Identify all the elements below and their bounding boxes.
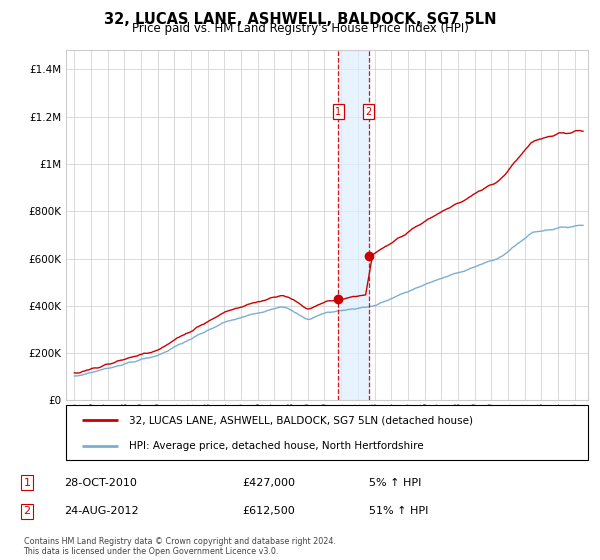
Text: 51% ↑ HPI: 51% ↑ HPI bbox=[369, 506, 428, 516]
Bar bbox=[338, 50, 368, 400]
FancyBboxPatch shape bbox=[66, 405, 588, 460]
Text: 28-OCT-2010: 28-OCT-2010 bbox=[64, 478, 137, 488]
Text: 24-AUG-2012: 24-AUG-2012 bbox=[64, 506, 139, 516]
Text: 2: 2 bbox=[365, 107, 372, 117]
Text: Price paid vs. HM Land Registry's House Price Index (HPI): Price paid vs. HM Land Registry's House … bbox=[131, 22, 469, 35]
Text: 1: 1 bbox=[23, 478, 31, 488]
Text: 5% ↑ HPI: 5% ↑ HPI bbox=[369, 478, 421, 488]
Text: 1: 1 bbox=[335, 107, 341, 117]
Text: 2: 2 bbox=[23, 506, 31, 516]
Text: 32, LUCAS LANE, ASHWELL, BALDOCK, SG7 5LN: 32, LUCAS LANE, ASHWELL, BALDOCK, SG7 5L… bbox=[104, 12, 496, 27]
Text: Contains HM Land Registry data © Crown copyright and database right 2024.
This d: Contains HM Land Registry data © Crown c… bbox=[23, 537, 335, 556]
Text: £427,000: £427,000 bbox=[242, 478, 295, 488]
Text: HPI: Average price, detached house, North Hertfordshire: HPI: Average price, detached house, Nort… bbox=[128, 441, 423, 450]
Text: 32, LUCAS LANE, ASHWELL, BALDOCK, SG7 5LN (detached house): 32, LUCAS LANE, ASHWELL, BALDOCK, SG7 5L… bbox=[128, 416, 473, 425]
Text: £612,500: £612,500 bbox=[242, 506, 295, 516]
